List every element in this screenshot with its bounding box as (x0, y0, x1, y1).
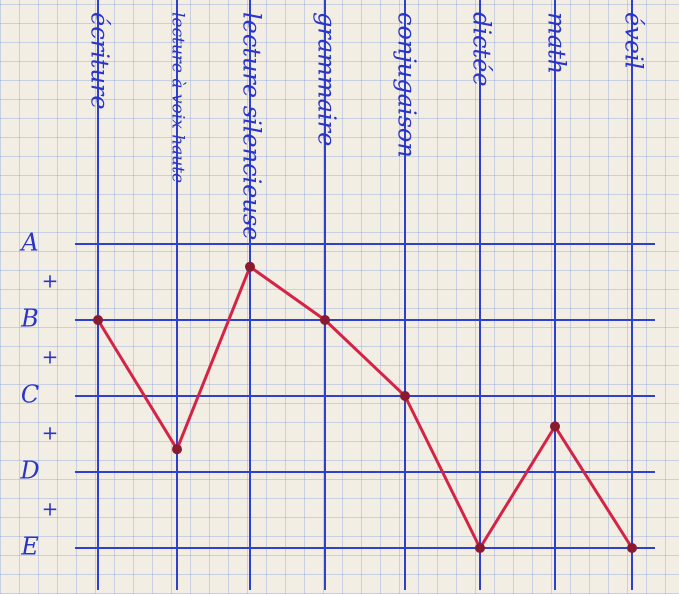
x-tick-label: conjugaison (393, 12, 421, 158)
y-tick-label: B (20, 305, 39, 333)
x-tick-label: éveil (620, 12, 648, 69)
line (96, 265, 634, 550)
y-tick-label: C (21, 381, 39, 409)
y-tick-label: + (42, 421, 59, 445)
point (93, 315, 103, 325)
y-tick-label: + (42, 269, 59, 293)
point (320, 315, 330, 325)
point (245, 261, 255, 272)
x-tick-label: grammaire (313, 12, 341, 146)
x-tick-label: dictée (468, 12, 496, 87)
point (550, 421, 560, 432)
x-tick-label: écriture (86, 12, 114, 110)
point (475, 543, 485, 553)
x-tick-label: math (543, 12, 571, 74)
point (627, 543, 637, 553)
x-tick-label: lecture silencieuse (238, 12, 266, 240)
x-tick-label: lecture à voix haute (168, 12, 188, 183)
point (400, 391, 410, 401)
y-tick-label: + (42, 345, 59, 369)
y-tick-label: + (42, 497, 59, 521)
y-tick-label: D (19, 457, 39, 485)
point (172, 444, 182, 455)
y-tick-label: A (19, 229, 38, 257)
y-tick-label: E (20, 533, 39, 561)
